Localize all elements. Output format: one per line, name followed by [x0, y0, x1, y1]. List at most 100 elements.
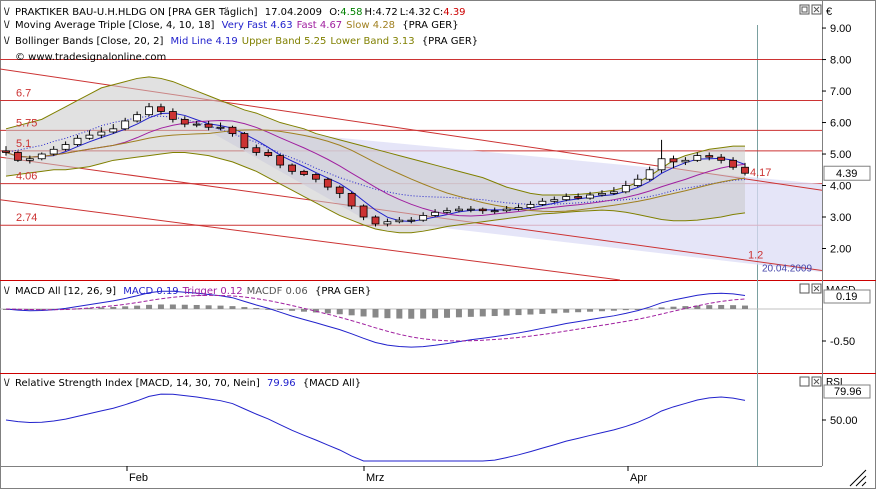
candle-body — [25, 158, 34, 161]
maximize-panel-icon[interactable] — [799, 283, 810, 294]
macdf-bar — [563, 309, 570, 313]
candle-body — [49, 148, 58, 155]
macdf-bar — [277, 309, 284, 310]
macdf-bar — [38, 309, 45, 310]
bollinger-legend: Bollinger Bands [Close, 20, 2] Mid Line … — [15, 36, 478, 47]
ohlc-value: 4.32 — [409, 7, 431, 18]
candle-body — [633, 178, 642, 186]
macdf-bar — [62, 308, 69, 310]
x-axis-label: Mrz — [366, 472, 384, 484]
candle-body — [276, 155, 285, 166]
resize-grip-icon[interactable] — [849, 469, 867, 487]
candle-body — [228, 126, 237, 134]
legend-toggle-icon[interactable]: \/ — [4, 36, 10, 47]
legend-value: Lower Band 3.13 — [330, 36, 414, 47]
macdf-bar — [396, 309, 403, 319]
macdf-bar — [134, 305, 141, 309]
candle-body — [37, 153, 46, 160]
candle-body — [574, 196, 583, 199]
rsi-axis-label: 50.00 — [830, 415, 858, 427]
legend-value: MACD 0.19 — [123, 286, 178, 297]
bollinger-lower-band — [5, 151, 746, 234]
price-axis-label: 8.00 — [830, 55, 851, 67]
close-panel-icon-x — [813, 6, 820, 13]
macdf-bar — [706, 305, 713, 309]
macdf-bar — [539, 309, 546, 314]
candle-body — [300, 170, 308, 175]
candle-body — [252, 147, 261, 153]
maximize-panel-icon-inner — [801, 6, 808, 13]
macdf-bar — [670, 306, 677, 309]
macdf-bar — [694, 305, 701, 309]
macdf-bar — [205, 305, 212, 309]
price-axis-label: 2.00 — [830, 244, 851, 256]
ohlc-value: 4.39 — [443, 7, 465, 18]
macdf-bar — [730, 305, 737, 309]
ohlc-label: C: — [433, 7, 443, 18]
candle-body — [157, 106, 165, 112]
macdf-bar — [14, 309, 21, 310]
ohlc-label: H: — [365, 7, 376, 18]
price-panel-controls — [799, 4, 822, 15]
legend-value: Very Fast 4.63 — [222, 20, 293, 31]
legend-toggle-icon[interactable]: \/ — [4, 20, 10, 31]
price-axis-label: 9.00 — [830, 23, 851, 35]
candle-body — [2, 150, 10, 153]
macdf-bar — [432, 309, 439, 319]
price-axis-label: 7.00 — [830, 86, 851, 98]
trend-line — [0, 199, 621, 281]
macdf-bar — [26, 309, 33, 310]
macdf-bar — [241, 307, 248, 309]
macdf-bar — [682, 306, 689, 309]
ma-legend: Moving Average Triple [Close, 4, 10, 18]… — [15, 20, 459, 31]
last-price-label: 4.39 — [836, 168, 857, 180]
candle-body — [85, 134, 94, 139]
candle-body — [61, 144, 70, 150]
ohlc-value: 4.72 — [375, 7, 397, 18]
candle-body — [14, 152, 22, 161]
rsi-scale-label: RSI — [826, 377, 843, 388]
candle-body — [598, 192, 606, 196]
macd-line — [5, 290, 746, 348]
candle-body — [371, 216, 380, 225]
candle-body — [407, 219, 416, 222]
legend-toggle-icon[interactable]: \/ — [4, 378, 10, 389]
bollinger-bands — [5, 76, 746, 234]
candle-body — [502, 208, 511, 212]
candle-body — [514, 207, 523, 210]
macdf-bar — [74, 308, 81, 310]
legend-value: MACDF 0.06 — [247, 286, 308, 297]
macdf-bar — [408, 309, 415, 319]
level-label: 2.74 — [16, 212, 37, 224]
candle-body — [240, 133, 249, 149]
candle-body — [383, 221, 392, 225]
macdf-bar — [455, 309, 462, 318]
macdf-bar — [598, 309, 605, 312]
macd-axis-label: -0.50 — [830, 336, 855, 348]
candle-body — [705, 155, 714, 158]
maximize-panel-icon[interactable] — [799, 4, 810, 15]
candle-body — [550, 199, 559, 202]
macdf-bar — [479, 309, 486, 317]
legend-toggle-icon[interactable]: \/ — [4, 7, 10, 18]
maximize-panel-icon[interactable] — [799, 376, 810, 387]
price-panel — [0, 0, 876, 467]
candle-body — [216, 126, 225, 129]
macdf-bar — [265, 308, 272, 310]
level-label: 4.17 — [750, 167, 771, 179]
macdf-bar — [527, 309, 534, 315]
candle-body — [145, 106, 153, 116]
price-axis-label: 5.00 — [830, 149, 851, 161]
trendline-date-label: 20.04.2009 — [762, 264, 812, 275]
x-axis-label: Feb — [129, 472, 148, 484]
x-axis: Feb Mrz Apr — [126, 466, 647, 484]
moving-average-line — [5, 119, 746, 217]
candle-body — [526, 204, 535, 208]
legend-value: Fast 4.67 — [297, 20, 343, 31]
candle-body — [288, 164, 296, 172]
legend-toggle-icon[interactable]: \/ — [4, 286, 10, 297]
price-axis-label: 3.00 — [830, 212, 851, 224]
rsi-panel-controls — [799, 376, 822, 387]
